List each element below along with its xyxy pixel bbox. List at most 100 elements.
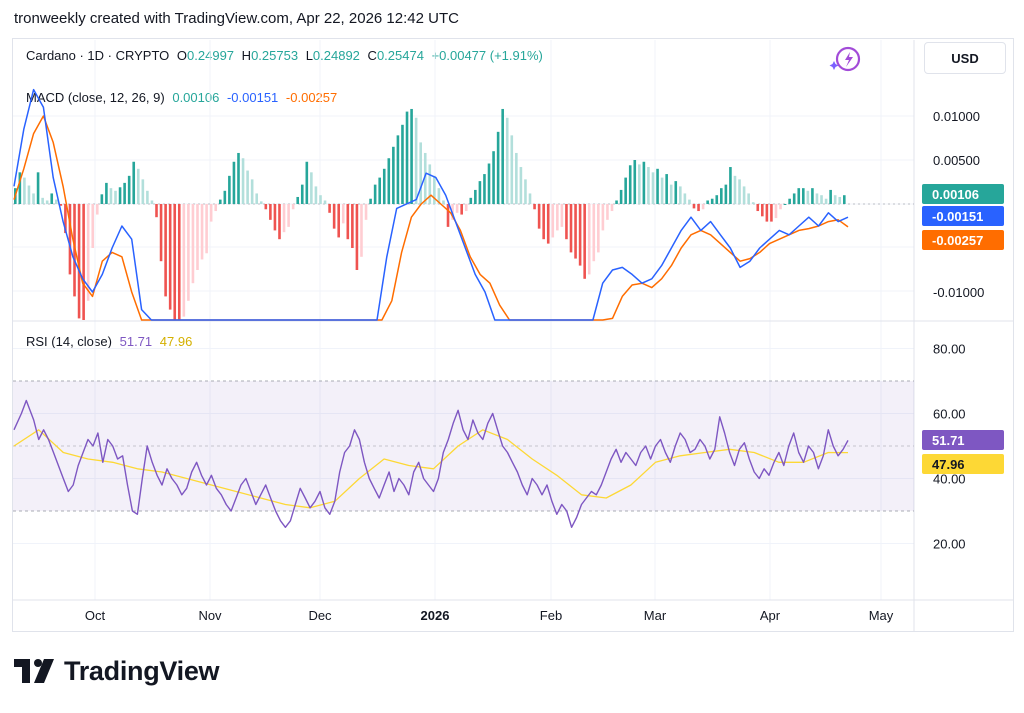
macd-histogram-bar xyxy=(45,200,49,204)
macd-histogram-bar xyxy=(469,197,473,204)
rsi-y-tick: 60.00 xyxy=(933,407,966,422)
macd-histogram-bar xyxy=(587,204,591,275)
macd-histogram-bar xyxy=(419,142,422,204)
macd-histogram-bar xyxy=(542,204,545,240)
macd-histogram-bar xyxy=(223,190,227,204)
macd-histogram-bar xyxy=(519,167,523,204)
macd-histogram-bar xyxy=(619,189,623,204)
macd-histogram-bar xyxy=(692,204,696,209)
macd-histogram-bar xyxy=(460,204,463,215)
macd-histogram-bar xyxy=(164,204,167,297)
macd-histogram-bar xyxy=(305,161,309,204)
macd-histogram-bar xyxy=(205,204,208,254)
rsi-y-tick: 40.00 xyxy=(933,472,966,487)
macd-histogram-bar xyxy=(660,177,664,204)
currency-button[interactable]: USD xyxy=(924,42,1006,74)
macd-histogram-bar xyxy=(159,204,163,262)
macd-histogram-bar xyxy=(59,204,63,206)
macd-histogram-bar xyxy=(27,185,31,204)
macd-histogram-bar xyxy=(132,161,136,204)
macd-histogram-bar xyxy=(191,204,195,284)
rsi-title[interactable]: RSI (14, close) xyxy=(26,334,112,349)
macd-histogram-bar xyxy=(779,204,782,210)
low-value: 0.24892 xyxy=(312,48,360,63)
macd-histogram-bar xyxy=(187,204,190,301)
macd-histogram-bar xyxy=(259,201,263,204)
macd-hist-tag: 0.00106 xyxy=(932,187,979,202)
macd-histogram-bar xyxy=(196,204,199,270)
macd-histogram-bar xyxy=(150,200,154,204)
macd-histogram-bar xyxy=(73,204,76,297)
macd-histogram-bar xyxy=(569,204,573,253)
macd-histogram-bar xyxy=(747,193,750,204)
macd-histogram-bar xyxy=(77,204,81,319)
macd-histogram-bar xyxy=(32,193,35,204)
macd-histogram-bar xyxy=(310,172,313,204)
macd-histogram-bar xyxy=(478,181,482,204)
macd-histogram-bar xyxy=(346,204,350,240)
macd-histogram-bar xyxy=(182,204,186,317)
macd-histogram-bar xyxy=(820,195,823,204)
macd-histogram-bar xyxy=(706,200,709,204)
macd-histogram-bar xyxy=(114,190,117,204)
macd-histogram-bar xyxy=(446,204,450,227)
macd-line-tag: -0.00151 xyxy=(932,209,983,224)
macd-histogram-bar xyxy=(300,184,304,204)
macd-histogram-bar xyxy=(715,195,719,204)
macd-histogram-bar xyxy=(378,177,381,204)
macd-histogram-bar xyxy=(437,188,441,204)
macd-histogram-bar xyxy=(710,198,714,204)
macd-histogram-bar xyxy=(583,204,586,279)
macd-histogram-bar xyxy=(601,204,605,231)
rsi-line-value: 51.71 xyxy=(119,334,153,349)
macd-line-tag-bg xyxy=(922,206,1004,226)
macd-histogram-bar xyxy=(136,168,140,204)
macd-hist-tag-bg xyxy=(922,184,1004,204)
macd-histogram-bar xyxy=(592,204,596,262)
macd-histogram-bar xyxy=(492,151,495,204)
macd-histogram-bar xyxy=(86,204,90,301)
macd-histogram-bar xyxy=(405,111,409,204)
macd-histogram-bar xyxy=(282,204,286,233)
macd-histogram-bar xyxy=(241,158,245,204)
macd-histogram-bar xyxy=(369,198,372,204)
macd-histogram-bar xyxy=(323,200,327,204)
macd-histogram-bar xyxy=(633,160,637,204)
macd-histogram-bar xyxy=(720,188,723,204)
macd-legend: MACD (close, 12, 26, 9) 0.00106 -0.00151… xyxy=(26,90,341,105)
macd-histogram-bar xyxy=(761,204,764,217)
macd-histogram-bar xyxy=(751,202,755,204)
macd-histogram-bar xyxy=(496,131,500,204)
sparkle-icon[interactable] xyxy=(828,43,864,80)
macd-histogram-bar xyxy=(788,198,791,204)
open-label: O xyxy=(176,48,188,63)
macd-histogram-bar xyxy=(515,152,518,204)
macd-histogram-bar xyxy=(774,204,778,219)
macd-histogram-bar xyxy=(565,204,568,240)
macd-histogram-bar xyxy=(756,204,760,212)
macd-histogram-bar xyxy=(387,158,391,204)
macd-histogram-bar xyxy=(829,189,832,204)
x-axis-label: Apr xyxy=(760,608,781,623)
close-label: C xyxy=(367,48,377,63)
macd-histogram-bar xyxy=(355,204,359,270)
rsi-legend: RSI (14, close) 51.71 47.96 xyxy=(26,334,196,349)
macd-histogram-bar xyxy=(797,188,801,204)
x-axis-label: Feb xyxy=(540,608,562,623)
macd-histogram-bar xyxy=(209,204,213,222)
macd-histogram-bar xyxy=(364,204,368,220)
macd-histogram-bar xyxy=(273,204,277,231)
macd-histogram-bar xyxy=(574,204,577,259)
macd-histogram-bar xyxy=(23,177,26,204)
macd-histogram-bar xyxy=(615,200,618,204)
macd-histogram-bar xyxy=(651,172,655,204)
macd-histogram-bar xyxy=(524,179,527,204)
macd-histogram-bar xyxy=(228,175,231,204)
macd-histogram-bar xyxy=(127,175,131,204)
symbol-label[interactable]: Cardano · 1D · CRYPTO xyxy=(26,48,170,63)
macd-histogram-bar xyxy=(82,204,85,320)
macd-histogram-bar xyxy=(237,152,240,204)
macd-histogram-bar xyxy=(464,204,468,212)
macd-histogram-bar xyxy=(291,204,295,210)
